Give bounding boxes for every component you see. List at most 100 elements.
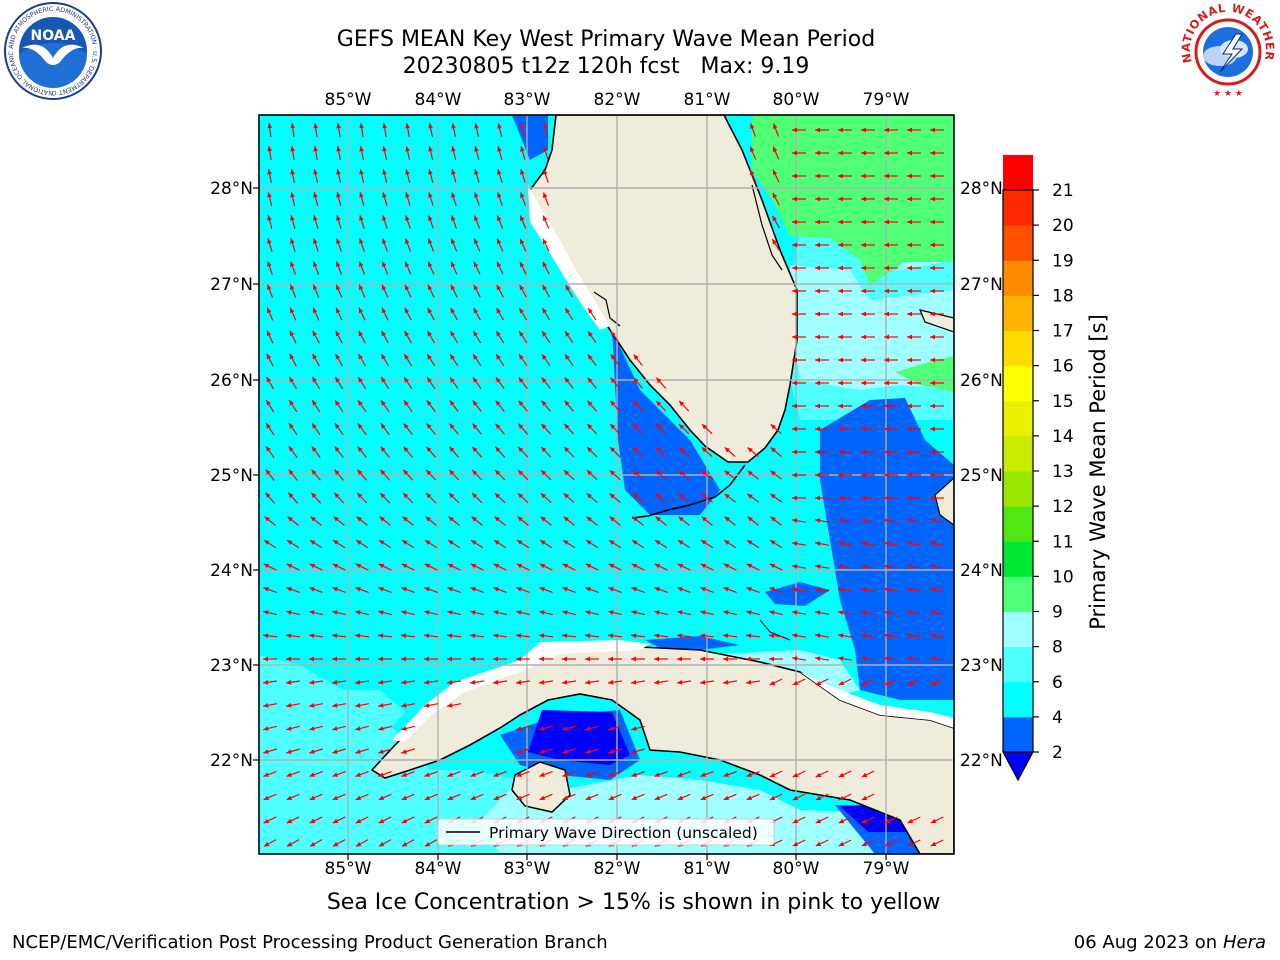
wave-arrow-head — [382, 146, 387, 152]
wave-arrow-head — [907, 841, 914, 846]
wave-arrow-head — [884, 633, 890, 638]
wave-arrow-head — [474, 146, 479, 152]
wave-arrow-head — [792, 818, 799, 823]
wave-arrow-head — [332, 841, 339, 847]
wave-arrow-head — [497, 169, 502, 175]
wave-arrow-head — [541, 377, 547, 383]
wave-arrow-head — [633, 424, 639, 430]
wave-arrow-head — [309, 563, 316, 569]
wave-arrow-head — [723, 563, 730, 569]
wave-arrow-head — [838, 564, 844, 569]
wave-arrow-head — [335, 377, 340, 383]
wave-arrow-head — [608, 656, 613, 662]
colorbar-segment — [1003, 225, 1033, 261]
wave-arrow-head — [838, 587, 844, 592]
wave-arrow-head — [541, 400, 547, 406]
wave-arrow-head — [631, 772, 637, 777]
wave-arrow-head — [403, 493, 409, 499]
wave-arrow-head — [473, 284, 479, 291]
wave-arrow-head — [424, 795, 431, 800]
wave-arrow-head — [543, 123, 548, 129]
wave-arrow-head — [267, 192, 272, 198]
wave-arrow-head — [655, 470, 662, 476]
lat-label-left: 25°N — [210, 466, 253, 486]
wave-arrow-head — [358, 354, 364, 360]
wave-arrow-head — [838, 242, 843, 248]
wave-arrow-head — [907, 311, 912, 317]
wave-arrow-head — [290, 284, 295, 290]
wave-arrow-head — [313, 215, 318, 221]
wave-arrow-head — [332, 587, 338, 592]
wave-arrow-head — [838, 772, 845, 777]
wave-arrow-head — [656, 400, 662, 407]
colorbar-segment — [1003, 330, 1033, 367]
wave-arrow-head — [815, 242, 820, 248]
wave-arrow-head — [448, 540, 454, 545]
colorbar-tick-label: 11 — [1052, 532, 1074, 552]
wave-arrow-head — [769, 656, 774, 662]
wave-arrow-head — [309, 795, 316, 800]
wave-arrow-head — [516, 633, 522, 639]
wave-arrow-head — [381, 330, 387, 337]
wave-arrow-head — [470, 633, 476, 639]
lon-label-bottom: 81°W — [684, 859, 731, 879]
wave-arrow-head — [884, 518, 890, 523]
wave-arrow-head — [518, 377, 524, 383]
footer-date-text: 06 Aug 2023 on — [1073, 932, 1218, 953]
wave-arrow-head — [770, 493, 776, 499]
wave-arrow-head — [334, 446, 340, 452]
wave-arrow-head — [746, 772, 752, 777]
wave-arrow-head — [286, 703, 292, 708]
wave-arrow-head — [378, 795, 385, 800]
wave-arrow-head — [332, 749, 338, 754]
wave-arrow-head — [792, 772, 799, 777]
wave-arrow-head — [378, 726, 384, 731]
wave-arrow-head — [679, 400, 685, 407]
wave-arrow-head — [289, 353, 295, 360]
wave-arrow-head — [631, 610, 637, 615]
wave-arrow-head — [884, 426, 889, 432]
wave-arrow-head — [286, 772, 292, 777]
wave-arrow-head — [654, 772, 660, 777]
wave-arrow-head — [930, 472, 935, 478]
wave-arrow-head — [930, 841, 937, 846]
wave-arrow-head — [428, 192, 433, 198]
wave-arrow-head — [543, 238, 548, 245]
wave-arrow-head — [861, 656, 867, 661]
wave-arrow-head — [565, 284, 571, 291]
wave-arrow-head — [425, 516, 431, 522]
wave-arrow-head — [930, 311, 935, 317]
wave-arrow-head — [907, 449, 912, 455]
wave-arrow-head — [746, 610, 752, 615]
wave-arrow-head — [359, 169, 364, 175]
wave-arrow-head — [587, 423, 593, 430]
wave-arrow-head — [449, 400, 455, 406]
wave-arrow-head — [655, 447, 662, 453]
wave-arrow-head — [678, 516, 684, 522]
wave-arrow-head — [609, 516, 615, 522]
wave-arrow-head — [930, 357, 935, 363]
footer-host: Hera — [1222, 932, 1266, 953]
wave-arrow-head — [861, 150, 866, 156]
wave-arrow-head — [610, 400, 616, 407]
wave-arrow-head — [378, 679, 384, 685]
wave-arrow-head — [815, 334, 820, 340]
wave-arrow-head — [838, 219, 843, 225]
wave-arrow-head — [541, 423, 547, 430]
wave-arrow-head — [286, 795, 293, 800]
wave-arrow-head — [263, 703, 269, 708]
wave-arrow-head — [519, 331, 524, 337]
wave-arrow-head — [401, 841, 408, 847]
wave-arrow-head — [608, 633, 614, 639]
wave-arrow-head — [588, 308, 593, 314]
wave-arrow-head — [447, 772, 453, 777]
wave-arrow-head — [428, 146, 433, 152]
wave-arrow-head — [381, 354, 386, 360]
wave-arrow-head — [494, 493, 501, 499]
colorbar-segment — [1003, 365, 1033, 402]
wave-arrow-head — [907, 265, 912, 271]
wave-arrow-head — [543, 146, 548, 152]
wave-arrow-head — [631, 656, 636, 662]
colorbar-tick-label: 15 — [1052, 392, 1074, 412]
wave-arrow-head — [907, 680, 914, 685]
